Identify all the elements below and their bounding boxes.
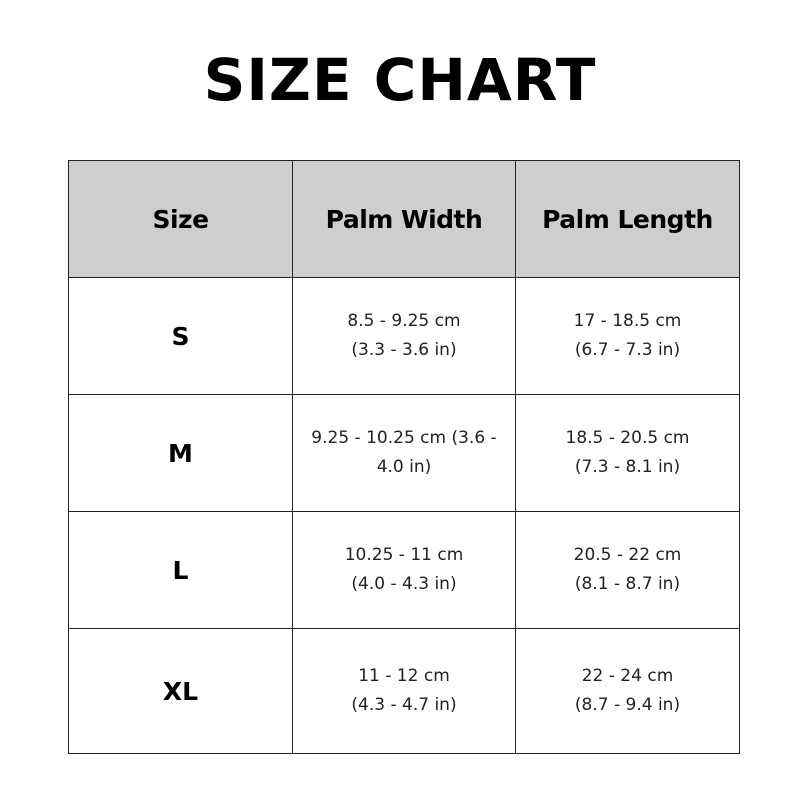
value-line-secondary: (4.0 - 4.3 in) (351, 574, 457, 594)
header-size: Size (68, 160, 293, 278)
palm-length-cell: 17 - 18.5 cm (6.7 - 7.3 in) (515, 277, 740, 395)
value-line-primary: 22 - 24 cm (581, 666, 674, 686)
value-line-secondary: (8.7 - 9.4 in) (574, 695, 681, 715)
value-line-secondary: (8.1 - 8.7 in) (574, 574, 681, 594)
value-line-primary: 9.25 - 10.25 cm (3.6 - (311, 428, 497, 448)
palm-length-cell: 18.5 - 20.5 cm (7.3 - 8.1 in) (515, 394, 740, 512)
value-line-secondary: (4.3 - 4.7 in) (351, 695, 457, 715)
size-chart-table: Size Palm Width Palm Length S 8.5 - 9.25 … (68, 160, 740, 754)
palm-width-cell: 10.25 - 11 cm (4.0 - 4.3 in) (292, 511, 516, 629)
value-line-secondary: (6.7 - 7.3 in) (574, 340, 681, 360)
value-line-primary: 10.25 - 11 cm (344, 545, 464, 565)
value-line-primary: 18.5 - 20.5 cm (565, 428, 690, 448)
value-line-primary: 20.5 - 22 cm (573, 545, 682, 565)
size-cell: M (68, 394, 293, 512)
value-line-primary: 11 - 12 cm (358, 666, 450, 686)
table-row: L 10.25 - 11 cm (4.0 - 4.3 in) 20.5 - 22 cm… (68, 511, 740, 629)
value-line-primary: 8.5 - 9.25 cm (347, 311, 461, 331)
header-palm-width: Palm Width (292, 160, 516, 278)
table-row: S 8.5 - 9.25 cm (3.3 - 3.6 in) 17 - 18.5 cm… (68, 277, 740, 395)
size-cell: XL (68, 628, 293, 754)
header-palm-length: Palm Length (515, 160, 740, 278)
value-line-secondary: 4.0 in) (376, 457, 432, 477)
value-line-secondary: (7.3 - 8.1 in) (574, 457, 681, 477)
palm-width-cell: 11 - 12 cm (4.3 - 4.7 in) (292, 628, 516, 754)
value-line-secondary: (3.3 - 3.6 in) (351, 340, 457, 360)
palm-width-cell: 8.5 - 9.25 cm (3.3 - 3.6 in) (292, 277, 516, 395)
palm-length-cell: 22 - 24 cm (8.7 - 9.4 in) (515, 628, 740, 754)
table-row: M 9.25 - 10.25 cm (3.6 - 4.0 in) 18.5 - 20.… (68, 394, 740, 512)
table-row: XL 11 - 12 cm (4.3 - 4.7 in) 22 - 24 cm (8.7… (68, 628, 740, 754)
palm-width-cell: 9.25 - 10.25 cm (3.6 - 4.0 in) (292, 394, 516, 512)
size-cell: S (68, 277, 293, 395)
table-header-row: Size Palm Width Palm Length (68, 160, 740, 278)
size-cell: L (68, 511, 293, 629)
value-line-primary: 17 - 18.5 cm (573, 311, 682, 331)
page-title: SIZE CHART (203, 46, 597, 114)
palm-length-cell: 20.5 - 22 cm (8.1 - 8.7 in) (515, 511, 740, 629)
